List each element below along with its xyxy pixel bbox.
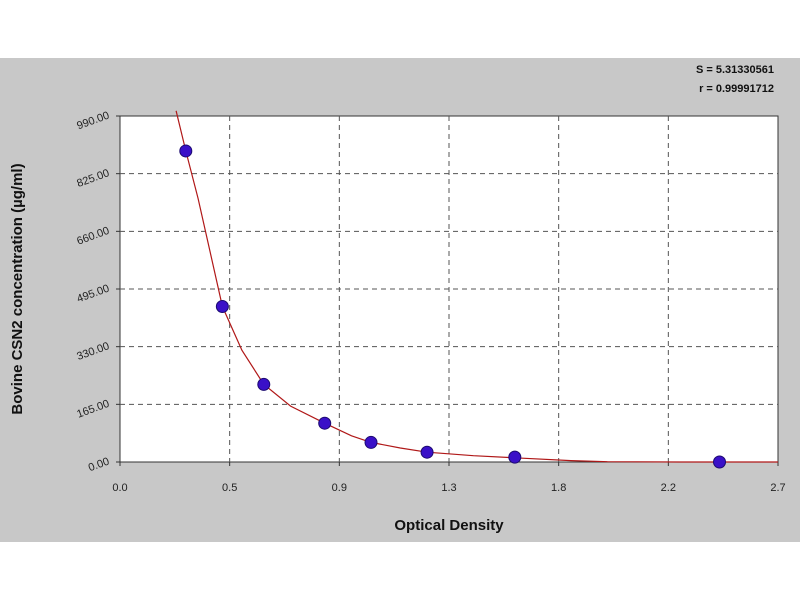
x-tick-label: 2.2 — [661, 482, 676, 494]
data-point — [364, 435, 378, 449]
grid-lines — [120, 116, 778, 462]
y-tick-label: 990.00 — [75, 110, 111, 133]
x-tick-label: 2.7 — [770, 482, 785, 494]
data-points — [179, 144, 727, 469]
y-tick-label: 825.00 — [75, 167, 111, 190]
data-point — [215, 299, 229, 313]
y-tick-labels: 0.00 165.00 330.00 495.00 660.00 825.00 990.00 — [75, 110, 120, 475]
data-point — [257, 377, 271, 391]
y-axis-title: Bovine CSN2 concentration (µg/ml) — [9, 163, 26, 414]
x-tick-label: 1.8 — [551, 482, 566, 494]
x-tick-label: 0.5 — [222, 482, 237, 494]
y-tick-label: 495.00 — [75, 283, 111, 306]
data-point — [318, 416, 332, 430]
stat-r: r = 0.99991712 — [699, 83, 774, 95]
stat-s: S = 5.31330561 — [696, 64, 774, 76]
y-tick-label: 660.00 — [75, 225, 111, 248]
data-point — [508, 450, 522, 464]
data-point — [420, 445, 434, 459]
data-point — [713, 455, 727, 469]
y-tick-label: 330.00 — [75, 340, 111, 363]
data-point — [179, 144, 193, 158]
x-axis-title: Optical Density — [394, 517, 504, 534]
fit-curve — [175, 110, 778, 463]
x-tick-label: 0.9 — [332, 482, 347, 494]
y-tick-label: 0.00 — [87, 456, 111, 475]
y-tick-label: 165.00 — [75, 398, 111, 421]
x-tick-label: 0.0 — [112, 482, 127, 494]
x-tick-labels: 0.0 0.5 0.9 1.3 1.8 2.2 2.7 — [112, 462, 786, 494]
x-tick-label: 1.3 — [441, 482, 456, 494]
